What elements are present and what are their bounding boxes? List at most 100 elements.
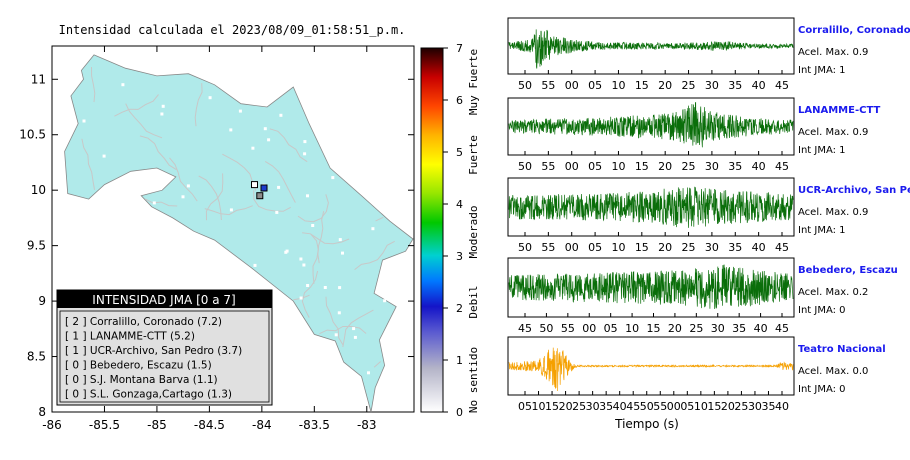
time-tick-label: 55 xyxy=(541,160,555,173)
time-tick-label: 00 xyxy=(582,322,596,335)
legend-row: [ 0 ] Bebedero, Escazu (1.5) xyxy=(65,360,212,372)
waveform-trace xyxy=(508,101,794,148)
time-tick-label: 35 xyxy=(728,241,742,254)
waveform-trace xyxy=(508,264,794,309)
lat-tick-label: 10 xyxy=(31,183,46,197)
colorbar-label-debil: Debil xyxy=(467,285,480,318)
city-marker xyxy=(277,185,281,189)
station-name: Bebedero, Escazu xyxy=(798,265,898,276)
max-accel-label: Acel. Max. 0.9 xyxy=(798,207,868,218)
time-tick-label: 10 xyxy=(611,160,625,173)
time-tick-label: 40 xyxy=(754,322,768,335)
time-tick-label: 40 xyxy=(752,241,766,254)
road xyxy=(354,240,395,270)
time-tick-label: 20 xyxy=(658,241,672,254)
time-tick-label: 35 xyxy=(761,400,775,413)
city-marker xyxy=(302,263,306,267)
road xyxy=(302,232,350,245)
colorbar-tick-label: 1 xyxy=(456,354,463,367)
road xyxy=(301,270,319,318)
station-name: LANAMME-CTT xyxy=(798,105,880,116)
jma-intensity-label: Int JMA: 1 xyxy=(798,145,846,156)
colorbar-tick-label: 5 xyxy=(456,146,463,159)
station-marker xyxy=(251,181,258,189)
time-tick-label: 55 xyxy=(541,241,555,254)
city-marker xyxy=(251,146,255,150)
road-network xyxy=(81,66,395,368)
road xyxy=(198,175,222,221)
colorbar: 7 6 5 4 3 2 1 0 Muy Fuerte Fuerte Moderado Debi… xyxy=(420,42,480,419)
road xyxy=(375,216,384,222)
road xyxy=(114,94,159,117)
time-tick-label: 40 xyxy=(752,79,766,92)
city-marker xyxy=(284,250,288,254)
road xyxy=(81,138,95,190)
time-tick-label: 45 xyxy=(775,322,789,335)
road xyxy=(319,326,367,335)
legend-inner-box xyxy=(59,310,270,403)
time-tick-label: 10 xyxy=(694,400,708,413)
colorbar-tick-label: 3 xyxy=(456,250,463,263)
city-marker xyxy=(341,251,344,255)
time-tick-label: 10 xyxy=(625,322,639,335)
max-accel-label: Acel. Max. 0.9 xyxy=(798,47,868,58)
time-tick-label: 25 xyxy=(572,400,586,413)
legend-header xyxy=(57,290,272,308)
time-tick-label: 50 xyxy=(518,79,532,92)
legend-row: [ 0 ] S.J. Montana Barva (1.1) xyxy=(65,374,218,386)
lat-tick-label: 9.5 xyxy=(27,239,46,253)
time-tick-label: 15 xyxy=(545,400,559,413)
time-tick-label: 25 xyxy=(682,241,696,254)
time-tick-label: 35 xyxy=(728,160,742,173)
road xyxy=(325,296,344,346)
waveform-trace xyxy=(508,347,794,392)
road xyxy=(144,198,178,207)
time-tick-label: 20 xyxy=(658,160,672,173)
city-markers xyxy=(82,83,387,375)
time-tick-label: 20 xyxy=(658,79,672,92)
station-marker xyxy=(260,184,268,192)
city-marker xyxy=(323,286,327,289)
legend-title: INTENSIDAD JMA [0 a 7] xyxy=(92,293,235,307)
colorbar-tick-label: 2 xyxy=(456,302,463,315)
station-name: Corralillo, Coronado xyxy=(798,25,910,36)
city-marker xyxy=(275,210,279,214)
legend-box xyxy=(56,289,273,406)
road xyxy=(297,194,329,223)
city-marker xyxy=(186,184,190,188)
colorbar-tick-label: 7 xyxy=(456,42,463,55)
time-tick-label: 20 xyxy=(559,400,573,413)
city-marker xyxy=(279,113,283,117)
lon-tick-label: -83.5 xyxy=(299,418,330,432)
colorbar-label-muy-fuerte: Muy Fuerte xyxy=(467,49,480,115)
jma-intensity-label: Int JMA: 0 xyxy=(798,384,846,395)
lon-tick-label: -85 xyxy=(147,418,167,432)
time-tick-label: 00 xyxy=(565,241,579,254)
city-marker xyxy=(334,333,338,337)
time-tick-label: 10 xyxy=(611,241,625,254)
seismogram-5: 05 10 15 20 25 30 35 40 45 50 55 00 05 10 15 20 25 30 35 40… xyxy=(507,336,886,413)
station-marker xyxy=(256,192,264,200)
lat-tick-label: 8.5 xyxy=(27,350,46,364)
time-tick-label: 35 xyxy=(728,79,742,92)
lon-tick-label: -83 xyxy=(357,418,377,432)
city-marker xyxy=(160,112,164,116)
city-marker xyxy=(303,152,307,156)
time-tick-label: 35 xyxy=(599,400,613,413)
time-tick-label: 45 xyxy=(775,160,789,173)
time-tick-label: 05 xyxy=(588,241,602,254)
city-marker xyxy=(352,327,356,331)
time-tick-label: 55 xyxy=(541,79,555,92)
legend-row: [ 1 ] LANAMME-CTT (5.2) xyxy=(65,331,195,343)
seismogram-2: 50 55 00 05 10 15 20 25 30 35 40 45 LANAMME-CTT Acel.… xyxy=(507,97,880,173)
jma-intensity-label: Int JMA: 1 xyxy=(798,65,846,76)
station-name: Teatro Nacional xyxy=(798,344,886,355)
lat-tick-label: 10.5 xyxy=(19,128,46,142)
legend-row: [ 2 ] Corralillo, Coronado (7.2) xyxy=(65,316,222,328)
lat-tick-label: 9 xyxy=(38,294,46,308)
time-tick-label: 45 xyxy=(775,241,789,254)
road xyxy=(204,205,253,216)
time-tick-label: 05 xyxy=(604,322,618,335)
city-marker xyxy=(102,154,106,158)
